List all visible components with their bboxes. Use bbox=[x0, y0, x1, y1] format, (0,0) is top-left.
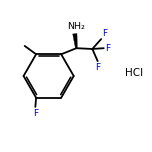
Polygon shape bbox=[73, 34, 77, 48]
Text: F: F bbox=[102, 29, 107, 38]
Text: F: F bbox=[33, 109, 38, 118]
Text: NH₂: NH₂ bbox=[67, 22, 85, 31]
Text: F: F bbox=[95, 63, 100, 72]
Text: HCl: HCl bbox=[125, 68, 143, 78]
Text: F: F bbox=[105, 44, 110, 53]
